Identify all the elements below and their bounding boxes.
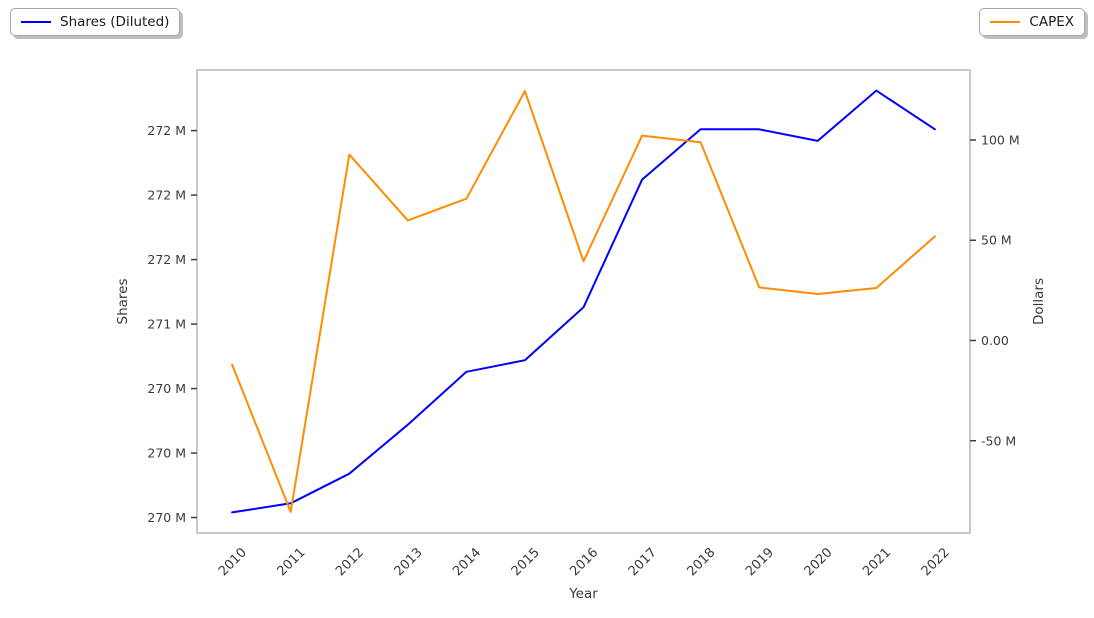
x-tick-label: 2014 bbox=[450, 545, 484, 579]
x-tick-label: 2022 bbox=[919, 545, 953, 579]
x-tick-label: 2016 bbox=[567, 545, 601, 579]
right-tick-label: 0.00 bbox=[981, 333, 1009, 348]
capex-line-swatch-icon bbox=[990, 21, 1021, 23]
left-tick-label: 270 M bbox=[147, 381, 186, 396]
x-tick-label: 2020 bbox=[802, 545, 836, 579]
x-tick-label: 2015 bbox=[509, 545, 543, 579]
series-line-shares-diluted- bbox=[231, 89, 936, 514]
right-axis-title: Dollars bbox=[1031, 278, 1047, 325]
series-line-capex bbox=[231, 90, 936, 513]
left-tick-label: 272 M bbox=[147, 252, 186, 267]
left-tick-label: 272 M bbox=[147, 123, 186, 138]
left-tick-label: 272 M bbox=[147, 188, 186, 203]
legend-shares-label: Shares (Diluted) bbox=[60, 14, 170, 30]
x-tick-label: 2011 bbox=[275, 545, 309, 579]
left-tick-label: 270 M bbox=[147, 446, 186, 461]
right-tick-label: -50 M bbox=[981, 433, 1016, 448]
shares-line-swatch-icon bbox=[21, 21, 51, 23]
legend-shares-diluted: Shares (Diluted) bbox=[10, 8, 181, 36]
x-tick-label: 2010 bbox=[216, 545, 250, 579]
left-axis-title: Shares bbox=[115, 279, 131, 325]
left-axis-ticks: 270 M 270 M 270 M 271 M 272 M 272 M 272 M bbox=[147, 123, 197, 525]
right-axis-ticks: -50 M 0.00 50 M 100 M bbox=[970, 132, 1020, 448]
right-tick-label: 50 M bbox=[981, 233, 1012, 248]
plot-border bbox=[196, 69, 971, 534]
left-tick-label: 271 M bbox=[147, 317, 186, 332]
x-tick-label: 2012 bbox=[333, 545, 367, 579]
x-axis-ticks: 2010 2011 2012 2013 2014 2015 2016 2017 2018 2019… bbox=[216, 545, 953, 579]
right-tick-label: 100 M bbox=[981, 132, 1020, 147]
x-tick-label: 2013 bbox=[392, 545, 426, 579]
left-tick-label: 270 M bbox=[147, 510, 186, 525]
x-tick-label: 2018 bbox=[684, 545, 718, 579]
legend-capex: CAPEX bbox=[979, 8, 1085, 36]
x-tick-label: 2019 bbox=[743, 545, 777, 579]
x-axis-title: Year bbox=[568, 586, 598, 602]
x-tick-label: 2021 bbox=[860, 545, 894, 579]
x-tick-label: 2017 bbox=[626, 545, 660, 579]
legend-capex-label: CAPEX bbox=[1029, 14, 1074, 30]
